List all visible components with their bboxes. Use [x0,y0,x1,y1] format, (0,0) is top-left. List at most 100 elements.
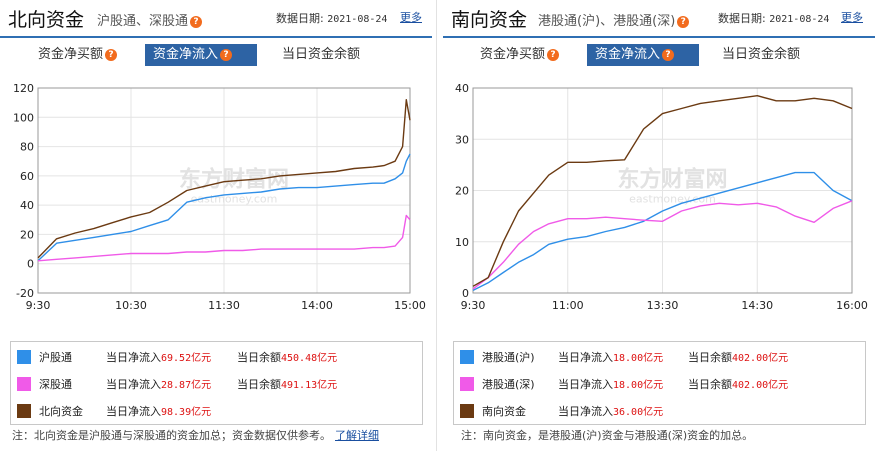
y-tick-label: -20 [16,287,34,300]
south-date: 数据日期: 2021-08-24 [718,10,829,26]
south-panel: 南向资金 港股通(沪)、港股通(深)? 数据日期: 2021-08-24 更多 … [443,0,875,451]
help-icon[interactable]: ? [547,48,560,61]
balance-value: 402.00亿元 [732,380,789,391]
legend-row: 深股通 当日净流入28.87亿元 当日余额491.13亿元 [11,370,422,396]
legend-row: 港股通(沪) 当日净流入18.00亿元 当日余额402.00亿元 [454,343,865,369]
legend-flow: 当日净流入36.00亿元 [558,403,663,419]
help-icon[interactable]: ? [662,48,675,61]
x-tick-label: 9:30 [26,299,51,312]
north-subtitle-text: 沪股通、深股通 [97,14,189,29]
y-tick-label: 30 [455,133,469,146]
date-value: 2021-08-24 [769,14,830,25]
y-tick-label: 80 [20,141,34,154]
flow-value: 18.00亿元 [613,353,664,364]
watermark-en: eastmoney.com [191,193,278,206]
legend-flow: 当日净流入69.52亿元 [106,349,211,365]
legend-swatch [460,377,474,391]
legend-name: 南向资金 [482,405,526,418]
legend-flow: 当日净流入98.39亿元 [106,403,211,419]
learn-more-link[interactable]: 了解详细 [335,429,379,442]
flow-label: 当日净流入 [558,351,613,364]
tab-label: 资金净买额 [480,47,546,62]
legend-name: 深股通 [39,378,72,391]
series-line [37,99,411,259]
tab-daily-balance[interactable]: 当日资金余额 [282,47,361,62]
tab-label: 资金净流入 [153,47,219,62]
balance-value: 402.00亿元 [732,353,789,364]
legend-balance: 当日余额491.13亿元 [237,376,337,392]
flow-value: 98.39亿元 [161,407,212,418]
y-tick-label: 100 [13,111,34,124]
south-tabs: 资金净买额? 资金净流入? 当日资金余额 [443,44,875,66]
legend-row: 南向资金 当日净流入36.00亿元 [454,397,865,423]
legend-row: 沪股通 当日净流入69.52亿元 当日余额450.48亿元 [11,343,422,369]
help-icon[interactable]: ? [105,48,118,61]
north-footnote: 注：北向资金是沪股通与深股通的资金加总；资金数据仅供参考。 了解详细 [12,427,379,443]
tab-label: 资金净流入 [595,47,661,62]
north-subtitle: 沪股通、深股通? [97,10,203,29]
plot-frame [37,87,411,294]
legend-name: 北向资金 [39,405,83,418]
help-icon[interactable]: ? [220,48,233,61]
legend-flow: 当日净流入18.00亿元 [558,376,663,392]
y-tick-label: 40 [20,199,34,212]
y-tick-label: 20 [20,228,34,241]
legend-swatch [460,404,474,418]
balance-value: 491.13亿元 [281,380,338,391]
north-legend: 沪股通 当日净流入69.52亿元 当日余额450.48亿元 深股通 当日净流入2… [10,341,423,425]
plot-frame [472,87,853,294]
legend-balance: 当日余额402.00亿元 [688,349,788,365]
tab-net-buy[interactable]: 资金净买额? [38,44,118,66]
legend-name: 沪股通 [39,351,72,364]
south-subtitle-text: 港股通(沪)、港股通(深) [538,14,676,29]
y-tick-label: 40 [455,82,469,95]
legend-swatch [17,377,31,391]
north-more-link[interactable]: 更多 [400,11,422,24]
flow-value: 18.00亿元 [613,380,664,391]
help-icon[interactable]: ? [190,15,203,28]
series-line [472,171,853,292]
tab-net-buy[interactable]: 资金净买额? [480,44,560,66]
series-line [37,214,411,262]
south-header: 南向资金 港股通(沪)、港股通(深)? 数据日期: 2021-08-24 更多 [443,0,875,38]
x-tick-label: 14:30 [741,299,773,312]
flow-label: 当日净流入 [558,378,613,391]
balance-label: 当日余额 [688,351,732,364]
legend-flow: 当日净流入28.87亿元 [106,376,211,392]
tab-net-inflow[interactable]: 资金净流入? [145,44,257,66]
flow-value: 36.00亿元 [613,407,664,418]
tab-label: 资金净买额 [38,47,104,62]
south-subtitle: 港股通(沪)、港股通(深)? [538,10,690,29]
help-icon[interactable]: ? [677,15,690,28]
north-line-chart: -20 0 20 40 60 80 100 120 9:30 10:30 11:30 14:00 15:… [13,82,426,312]
south-more-link[interactable]: 更多 [841,11,863,24]
tab-net-inflow[interactable]: 资金净流入? [587,44,699,66]
legend-row: 北向资金 当日净流入98.39亿元 [11,397,422,423]
north-title: 北向资金 [8,9,85,31]
x-tick-label: 16:00 [836,299,868,312]
date-value: 2021-08-24 [327,14,388,25]
watermark-cn: 东方财富网 [617,167,727,193]
series-line [472,95,853,287]
tab-daily-balance[interactable]: 当日资金余额 [722,47,801,62]
legend-swatch [17,350,31,364]
x-tick-label: 13:30 [647,299,679,312]
north-tabs: 资金净买额? 资金净流入? 当日资金余额 [0,44,432,66]
north-header: 北向资金 沪股通、深股通? 数据日期: 2021-08-24 更多 [0,0,432,38]
x-tick-label: 11:30 [208,299,240,312]
x-tick-label: 15:00 [394,299,426,312]
x-tick-label: 9:30 [461,299,486,312]
balance-value: 450.48亿元 [281,353,338,364]
y-tick-label: 20 [455,185,469,198]
y-tick-label: 10 [455,236,469,249]
legend-flow: 当日净流入18.00亿元 [558,349,663,365]
balance-label: 当日余额 [237,378,281,391]
legend-swatch [460,350,474,364]
north-panel: 北向资金 沪股通、深股通? 数据日期: 2021-08-24 更多 资金净买额?… [0,0,432,451]
legend-name: 港股通(沪) [482,351,535,364]
y-tick-label: 0 [27,258,34,271]
y-tick-label: 0 [462,287,469,300]
series-line [472,200,853,290]
watermark-en: eastmoney.com [629,193,716,206]
date-label: 数据日期: [276,12,324,25]
